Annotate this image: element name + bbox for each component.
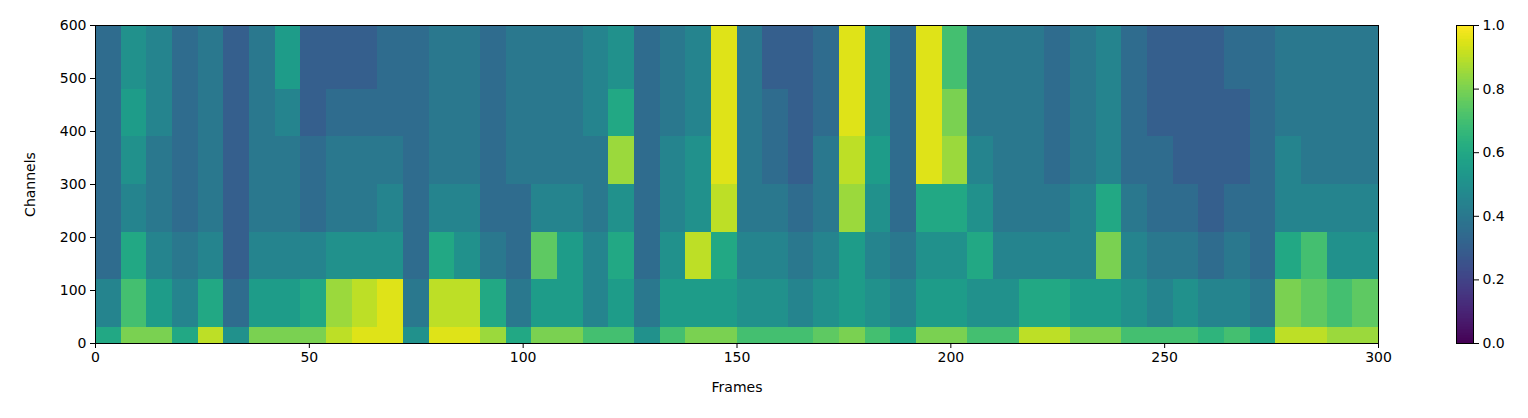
svg-text:1.0: 1.0 bbox=[1483, 17, 1505, 33]
svg-text:250: 250 bbox=[1151, 349, 1178, 365]
svg-text:Channels: Channels bbox=[22, 152, 38, 217]
svg-text:100: 100 bbox=[60, 282, 87, 298]
svg-text:0.8: 0.8 bbox=[1483, 81, 1505, 97]
svg-text:50: 50 bbox=[300, 349, 318, 365]
svg-text:300: 300 bbox=[1365, 349, 1392, 365]
svg-text:0.6: 0.6 bbox=[1483, 144, 1505, 160]
svg-text:0: 0 bbox=[78, 335, 87, 351]
svg-text:400: 400 bbox=[60, 123, 87, 139]
svg-text:200: 200 bbox=[60, 229, 87, 245]
svg-text:0.2: 0.2 bbox=[1483, 271, 1505, 287]
svg-text:200: 200 bbox=[937, 349, 964, 365]
svg-text:150: 150 bbox=[724, 349, 751, 365]
svg-text:0: 0 bbox=[91, 349, 100, 365]
svg-text:300: 300 bbox=[60, 176, 87, 192]
svg-text:500: 500 bbox=[60, 70, 87, 86]
svg-text:Frames: Frames bbox=[712, 379, 763, 395]
svg-text:0.0: 0.0 bbox=[1483, 335, 1505, 351]
svg-text:600: 600 bbox=[60, 17, 87, 33]
svg-text:100: 100 bbox=[510, 349, 537, 365]
svg-text:0.4: 0.4 bbox=[1483, 208, 1505, 224]
